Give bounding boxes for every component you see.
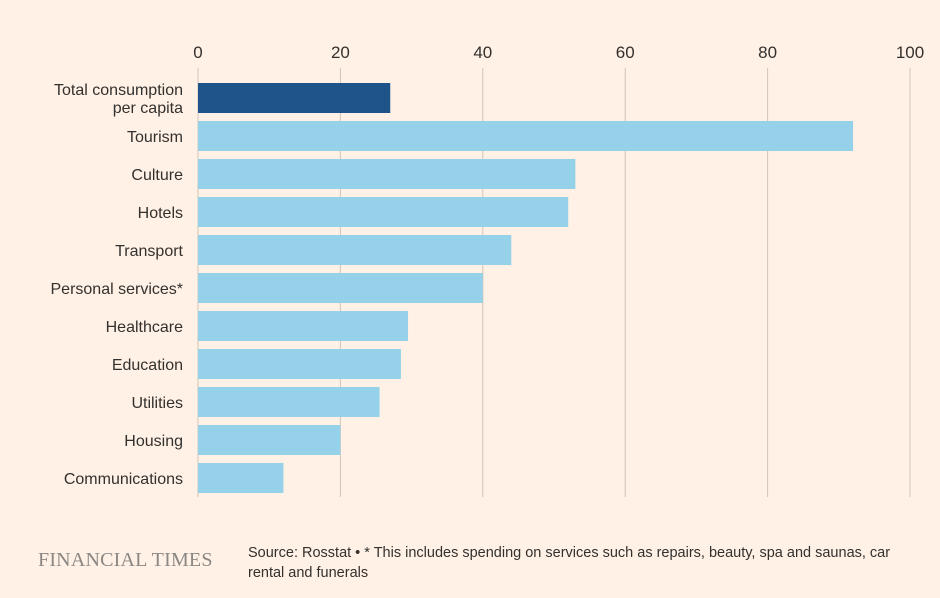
category-label: Housing — [124, 433, 183, 450]
bar-utilities — [198, 387, 380, 417]
chart-footer: FINANCIAL TIMES Source: Rosstat • * This… — [38, 543, 918, 591]
bar-transport — [198, 235, 512, 265]
x-axis-ticks: 0 20 40 60 80 100 — [193, 43, 924, 62]
category-label: Tourism — [127, 129, 183, 146]
bar-housing — [198, 425, 341, 455]
x-tick-label-0: 0 — [193, 43, 202, 62]
category-labels: Total consumption per capita Tourism Cultur… — [51, 82, 184, 488]
category-label: Healthcare — [106, 319, 183, 336]
x-tick-label-100: 100 — [896, 43, 924, 62]
category-label: Utilities — [131, 395, 183, 412]
ft-logo: FINANCIAL TIMES — [38, 549, 213, 571]
bar-personal-services — [198, 273, 483, 303]
bar-hotels — [198, 197, 569, 227]
bars — [198, 83, 854, 493]
source-note: Source: Rosstat • * This includes spendi… — [248, 545, 891, 581]
category-label: Personal services* — [51, 281, 184, 298]
bar-chart: 0 20 40 60 80 100 Total consumption per capita… — [51, 43, 924, 497]
category-label: Education — [112, 357, 183, 374]
x-tick-label-20: 20 — [331, 43, 350, 62]
category-label: Hotels — [138, 205, 183, 222]
category-label: Communications — [64, 471, 183, 488]
bar-culture — [198, 159, 576, 189]
bar-healthcare — [198, 311, 409, 341]
bar-total-consumption-per-capita — [198, 83, 391, 113]
bar-tourism — [198, 121, 854, 151]
x-tick-label-80: 80 — [758, 43, 777, 62]
bar-education — [198, 349, 401, 379]
category-label: Culture — [131, 167, 183, 184]
x-tick-label-60: 60 — [616, 43, 635, 62]
category-label: Total consumption per capita — [54, 82, 183, 117]
x-tick-label-40: 40 — [473, 43, 492, 62]
bar-communications — [198, 463, 284, 493]
category-label: Transport — [115, 243, 183, 260]
